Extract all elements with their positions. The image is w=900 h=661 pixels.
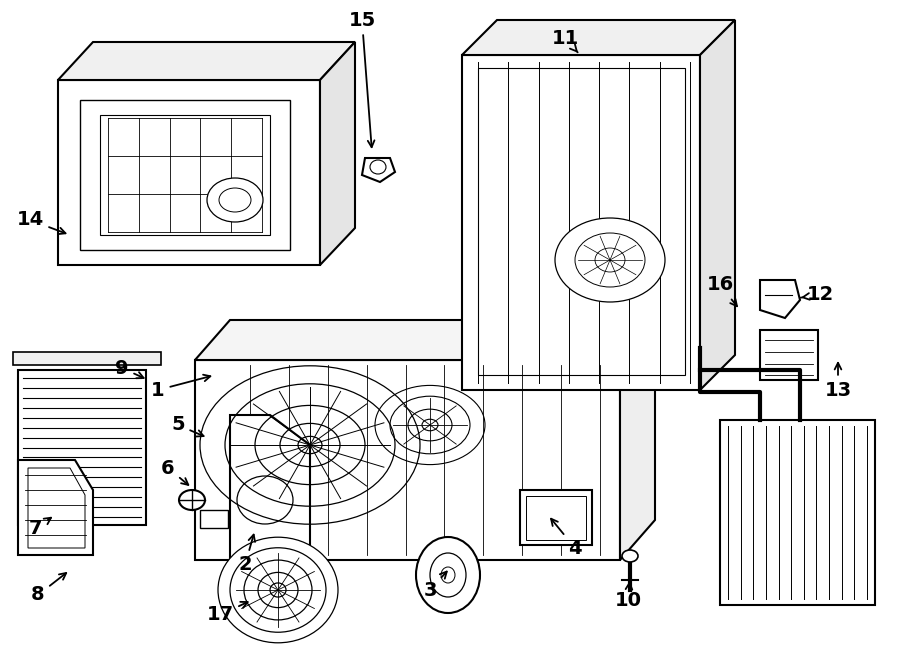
Text: 13: 13 bbox=[824, 363, 851, 399]
Polygon shape bbox=[195, 320, 655, 360]
Text: 1: 1 bbox=[151, 375, 211, 399]
Ellipse shape bbox=[179, 490, 205, 510]
Polygon shape bbox=[760, 330, 818, 380]
Polygon shape bbox=[462, 20, 735, 55]
Ellipse shape bbox=[270, 583, 286, 597]
Ellipse shape bbox=[430, 553, 466, 597]
Ellipse shape bbox=[555, 218, 665, 302]
Ellipse shape bbox=[258, 572, 298, 607]
Ellipse shape bbox=[230, 548, 326, 632]
Ellipse shape bbox=[441, 567, 455, 583]
Polygon shape bbox=[700, 20, 735, 390]
Text: 16: 16 bbox=[706, 276, 737, 306]
Polygon shape bbox=[100, 115, 270, 235]
Ellipse shape bbox=[244, 560, 312, 620]
Polygon shape bbox=[320, 42, 355, 265]
Polygon shape bbox=[230, 415, 310, 560]
Polygon shape bbox=[58, 80, 320, 265]
Text: 7: 7 bbox=[29, 518, 51, 537]
Polygon shape bbox=[18, 460, 93, 555]
Text: 10: 10 bbox=[615, 583, 642, 609]
Polygon shape bbox=[462, 55, 700, 390]
Ellipse shape bbox=[207, 178, 263, 222]
Polygon shape bbox=[520, 490, 592, 545]
Text: 12: 12 bbox=[801, 286, 833, 305]
Polygon shape bbox=[195, 360, 620, 560]
Text: 4: 4 bbox=[551, 519, 581, 557]
Ellipse shape bbox=[575, 233, 645, 287]
Polygon shape bbox=[362, 158, 395, 182]
Ellipse shape bbox=[416, 537, 480, 613]
Polygon shape bbox=[760, 280, 800, 318]
Polygon shape bbox=[720, 420, 875, 605]
Ellipse shape bbox=[219, 188, 251, 212]
Ellipse shape bbox=[595, 248, 625, 272]
Polygon shape bbox=[18, 370, 146, 525]
Polygon shape bbox=[200, 510, 228, 528]
Text: 3: 3 bbox=[423, 572, 446, 600]
Text: 8: 8 bbox=[32, 573, 67, 605]
Text: 2: 2 bbox=[238, 535, 255, 574]
Text: 15: 15 bbox=[348, 11, 375, 147]
Text: 11: 11 bbox=[552, 28, 579, 52]
Text: 6: 6 bbox=[161, 459, 188, 485]
Polygon shape bbox=[58, 42, 355, 80]
Text: 14: 14 bbox=[16, 210, 66, 234]
Text: 17: 17 bbox=[206, 602, 248, 625]
Text: 9: 9 bbox=[115, 358, 144, 378]
Polygon shape bbox=[80, 100, 290, 250]
Text: 5: 5 bbox=[171, 416, 203, 436]
Ellipse shape bbox=[218, 537, 338, 642]
Polygon shape bbox=[620, 320, 655, 560]
Ellipse shape bbox=[622, 550, 638, 562]
Polygon shape bbox=[13, 352, 161, 365]
